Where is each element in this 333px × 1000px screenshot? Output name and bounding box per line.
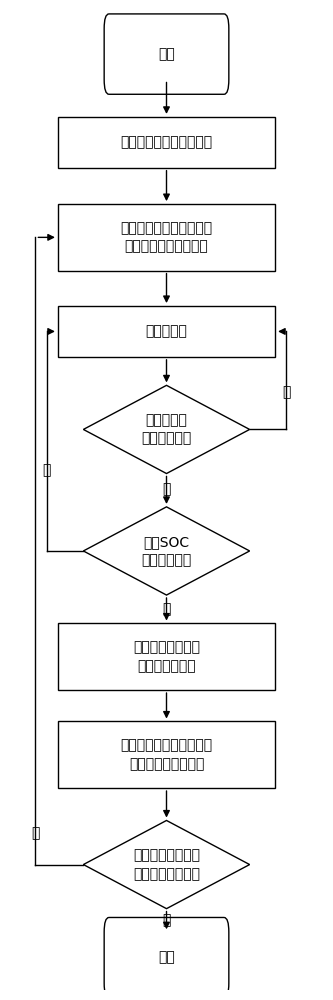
Text: 计算输入风电机组功率与
风电机组期望功率差值: 计算输入风电机组功率与 风电机组期望功率差值 (121, 221, 212, 254)
Bar (58, 117, 275, 168)
Text: 否: 否 (31, 826, 40, 840)
Bar (58, 306, 275, 357)
Text: 是: 是 (42, 464, 51, 478)
Text: 储能SOC
是否动态调整: 储能SOC 是否动态调整 (142, 535, 191, 567)
Text: 是: 是 (162, 913, 171, 927)
Text: 否: 否 (162, 602, 171, 616)
Text: 低通滤波器
是否实时调整: 低通滤波器 是否实时调整 (142, 413, 191, 446)
Text: 风电机组功率实测值输入: 风电机组功率实测值输入 (121, 135, 212, 149)
Text: 协调控制器: 协调控制器 (146, 324, 187, 338)
Bar (58, 721, 275, 788)
FancyBboxPatch shape (104, 917, 229, 998)
Text: 否: 否 (162, 482, 171, 496)
Text: 结束: 结束 (158, 951, 175, 965)
Text: 是: 是 (282, 385, 291, 399)
Bar (58, 623, 275, 690)
Text: 计算输出混合储能
系统的参考功率: 计算输出混合储能 系统的参考功率 (133, 641, 200, 673)
Bar (58, 204, 275, 271)
Text: 风电机组功率平滑
输出是否满足要求: 风电机组功率平滑 输出是否满足要求 (133, 848, 200, 881)
Text: 控制系统控制超级电容和
蓄电池的充放电功率: 控制系统控制超级电容和 蓄电池的充放电功率 (121, 739, 212, 771)
Text: 开始: 开始 (158, 47, 175, 61)
Polygon shape (83, 820, 250, 909)
Polygon shape (83, 507, 250, 595)
Polygon shape (83, 385, 250, 474)
FancyBboxPatch shape (104, 14, 229, 94)
